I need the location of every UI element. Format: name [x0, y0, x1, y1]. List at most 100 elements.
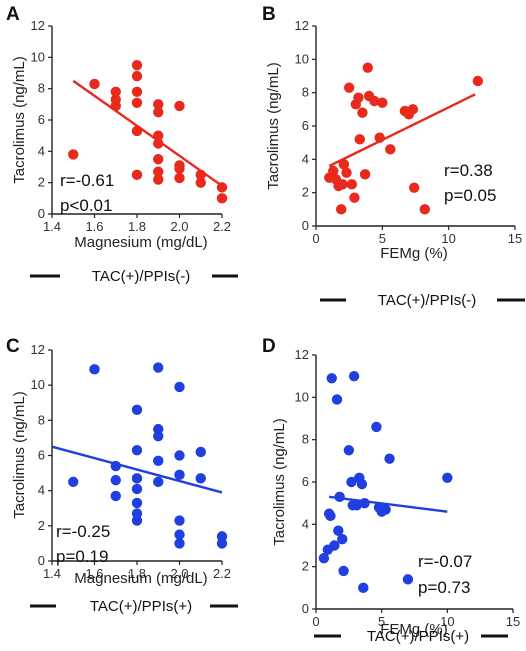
y-tick-label: 4 [302, 151, 309, 166]
x-tick-label: 15 [508, 231, 522, 246]
y-tick-label: 4 [38, 143, 45, 158]
data-point [131, 70, 143, 82]
data-point [331, 394, 343, 405]
y-tick-label: 12 [295, 347, 309, 362]
stat-r: r=-0.07 [418, 552, 472, 571]
data-point [131, 473, 143, 484]
panel-letter: C [6, 336, 20, 357]
data-point [216, 193, 228, 204]
data-point [380, 504, 391, 515]
y-tick-label: 8 [38, 412, 45, 427]
stat-p: p=0.05 [444, 186, 496, 205]
data-point [328, 165, 339, 177]
y-tick-label: 6 [302, 474, 309, 489]
panel-a: A 1.4 1.6 1.8 2.0 2.2 0 2 4 6 8 10 12 Magnesium (mg/d… [6, 4, 238, 285]
panel-c: C 1.4 1.6 1.8 2.0 2.2 0 2 4 6 8 10 12 Magnesium (mg/d… [6, 336, 238, 615]
data-point [195, 473, 206, 484]
data-point [343, 82, 355, 93]
data-point [68, 476, 79, 488]
data-point [153, 138, 164, 149]
data-point [89, 78, 100, 90]
data-point [195, 169, 206, 181]
data-point [174, 538, 185, 549]
data-point [195, 446, 206, 458]
data-point [153, 153, 164, 165]
data-point [110, 460, 121, 472]
panel-b: B 0 5 10 15 0 2 4 6 8 10 12 FEMg (%) Tacrolimus (ng/m… [262, 4, 525, 309]
x-tick-label: 1.4 [43, 566, 61, 581]
data-point [419, 204, 430, 215]
data-point [153, 174, 164, 185]
x-tick-label: 2.2 [213, 219, 231, 234]
data-point [385, 144, 396, 155]
y-tick-label: 8 [302, 432, 309, 447]
y-axis-label: Tacrolimus (ng/mL) [271, 418, 288, 546]
data-point [110, 86, 121, 98]
group-label: TAC(+)/PPIs(+) [90, 598, 192, 615]
data-point [153, 130, 164, 141]
data-point [110, 474, 121, 486]
x-axis-label: Magnesium (mg/dL) [74, 570, 207, 587]
data-point [131, 169, 143, 181]
data-point [131, 59, 143, 71]
data-point [153, 430, 164, 442]
group-label: TAC(+)/PPIs(-) [378, 292, 476, 309]
regression-line [72, 79, 223, 187]
y-tick-label: 2 [302, 559, 309, 574]
data-point [153, 476, 164, 488]
y-tick-label: 6 [38, 448, 45, 463]
panel-letter: A [6, 4, 20, 25]
x-axis-label: FEMg (%) [380, 245, 448, 262]
y-tick-label: 2 [302, 185, 309, 200]
data-point [174, 381, 185, 393]
data-point [326, 373, 337, 384]
data-point [153, 166, 164, 177]
y-tick-label: 6 [302, 118, 309, 133]
data-point [374, 132, 385, 143]
y-tick-label: 8 [302, 85, 309, 100]
data-point [346, 476, 357, 488]
data-point [371, 421, 382, 433]
regression-line [51, 445, 223, 494]
x-tick-label: 2.0 [170, 566, 188, 581]
y-axis-label: Tacrolimus (ng/mL) [11, 56, 28, 184]
y-tick-label: 10 [31, 377, 45, 392]
data-point [408, 182, 420, 193]
data-point [338, 159, 350, 170]
x-axis-label: Magnesium (mg/dL) [74, 234, 207, 251]
x-tick-label: 1.4 [43, 219, 61, 234]
y-tick-label: 10 [295, 389, 309, 404]
y-tick-label: 8 [38, 81, 45, 96]
data-point [356, 478, 368, 490]
data-point [354, 134, 365, 145]
data-point [153, 99, 164, 110]
y-tick-label: 4 [302, 516, 309, 531]
data-point [68, 149, 79, 160]
data-point [216, 182, 228, 193]
data-point [351, 500, 362, 511]
y-tick-label: 2 [38, 175, 45, 190]
data-point [153, 362, 164, 373]
group-label: TAC(+)/PPIs(+) [367, 628, 469, 645]
data-point [110, 490, 121, 502]
stat-p: p<0.01 [60, 196, 112, 215]
y-tick-label: 0 [38, 553, 45, 568]
y-tick-label: 0 [38, 206, 45, 221]
data-point [131, 483, 143, 495]
y-tick-label: 12 [31, 18, 45, 33]
x-tick-label: 10 [440, 614, 454, 629]
y-tick-label: 6 [38, 112, 45, 127]
data-point [348, 370, 360, 382]
x-tick-label: 1.8 [128, 566, 146, 581]
data-point [358, 582, 369, 594]
data-point [318, 553, 330, 564]
data-point [174, 529, 185, 540]
x-tick-label: 2.2 [213, 566, 231, 581]
y-tick-label: 12 [31, 342, 45, 357]
data-point [357, 107, 368, 118]
stat-p: p=0.19 [56, 547, 108, 566]
x-tick-label: 1.6 [85, 219, 103, 234]
data-point [338, 565, 349, 577]
stat-r: r=-0.61 [60, 171, 114, 190]
